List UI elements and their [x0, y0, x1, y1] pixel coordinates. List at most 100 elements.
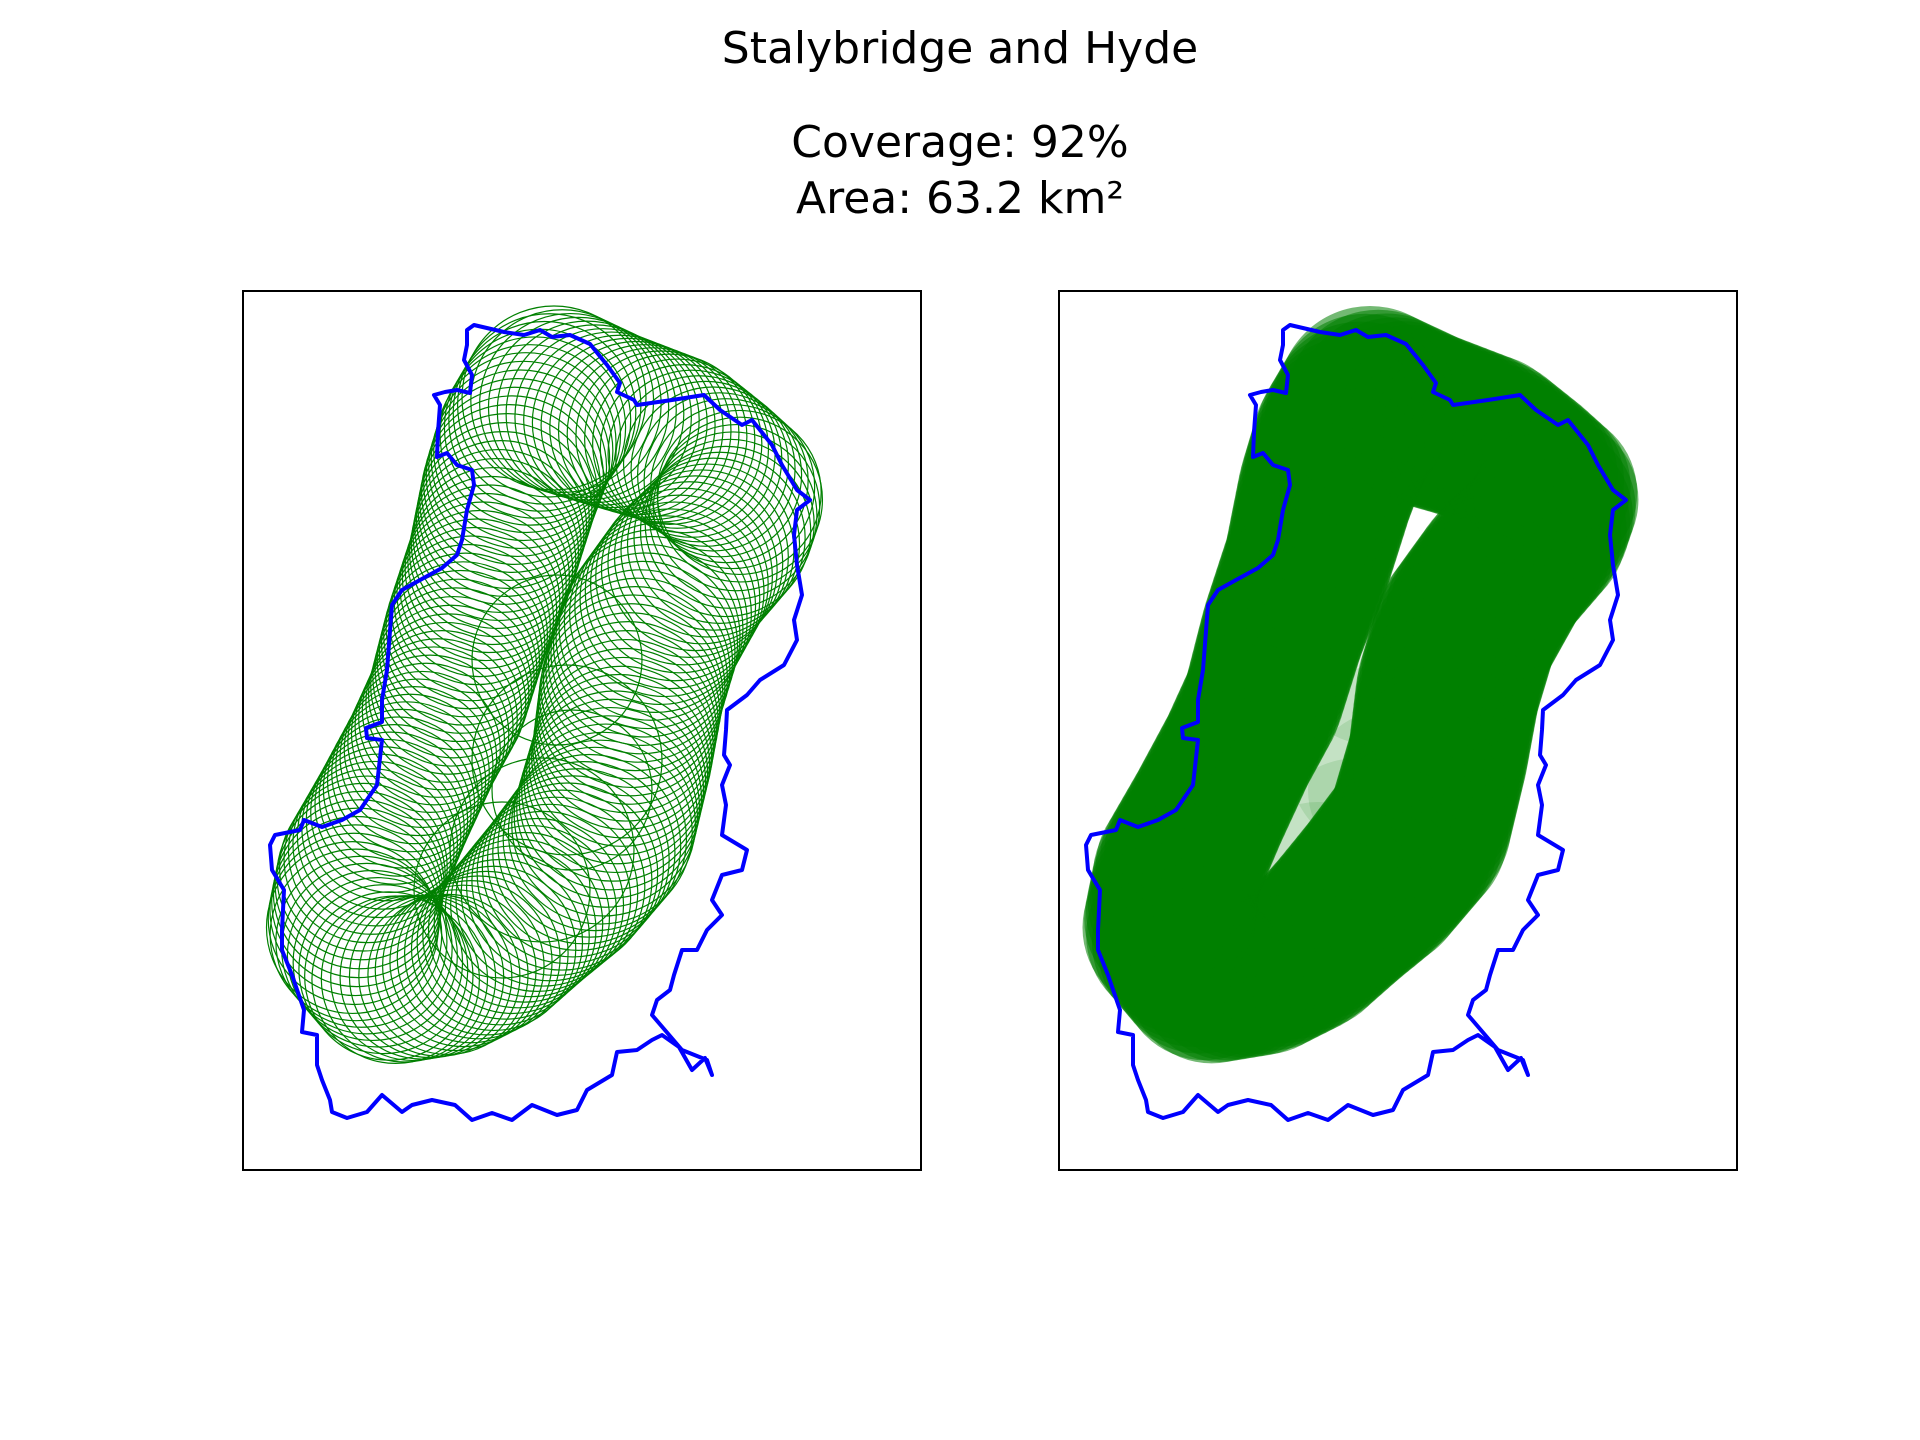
coverage-circle [449, 757, 635, 943]
coverage-circle [414, 439, 588, 614]
coverage-circle [657, 416, 824, 583]
coverage-circle [545, 577, 731, 763]
coverage-circle [331, 693, 490, 853]
region-boundary [1084, 323, 1628, 1122]
coverage-circle [492, 760, 676, 945]
coverage-circle [383, 552, 549, 718]
coverage-circle [439, 344, 622, 526]
coverage-circle [425, 386, 604, 565]
coverage-circle [452, 320, 637, 505]
coverage-circle [292, 760, 459, 927]
coverage-circle [549, 340, 724, 516]
coverage-circle [361, 630, 523, 791]
coverage-circle [584, 353, 756, 525]
coverage-circle [575, 350, 748, 523]
coverage-circle [422, 852, 590, 1020]
coverage-circle [592, 358, 763, 529]
coverage-circle [511, 731, 697, 917]
coverage-circle [566, 347, 740, 521]
coverage-circle [595, 487, 773, 666]
filled-coverage-map [1082, 306, 1639, 1122]
coverage-circle [365, 621, 527, 783]
coverage-circle [558, 535, 744, 721]
coverage-circle [443, 336, 627, 519]
coverage-circle [481, 775, 665, 958]
coverage-circle [416, 858, 584, 1026]
coverage-circle [471, 574, 643, 746]
coverage-circle [521, 698, 705, 882]
coverage-circle [648, 431, 818, 601]
coverage-circle [615, 375, 783, 543]
coverage-circle [287, 768, 455, 935]
coverage-circle [613, 469, 789, 645]
coverage-circle [538, 603, 724, 789]
coverage-circle [636, 392, 803, 558]
coverage-label: Coverage: 92% [791, 117, 1129, 168]
coverage-circle [286, 869, 458, 1042]
area-label: Area: 63.2 km² [795, 173, 1124, 224]
coverage-circle [516, 715, 701, 900]
coverage-circle [410, 865, 577, 1032]
coverage-circle [358, 638, 518, 798]
coverage-circle [552, 552, 739, 738]
coverage-circle [455, 810, 632, 987]
coverage-circle [502, 746, 688, 932]
coverage-disc [1230, 802, 1406, 978]
coverage-circle [433, 360, 614, 542]
coverage-circle [413, 801, 591, 979]
coverage-circle [374, 889, 537, 1052]
coverage-circle [630, 386, 796, 552]
coverage-circle [415, 431, 590, 606]
filled-coverage-panel [1058, 290, 1738, 1171]
circle-outlines-map [265, 305, 824, 1122]
coverage-circle [339, 678, 498, 837]
coverage-circle [518, 706, 703, 891]
coverage-circle [514, 328, 692, 506]
coverage-disc [1273, 313, 1457, 498]
coverage-disc [1308, 710, 1468, 870]
coverage-circle [372, 595, 535, 759]
coverage-circle [531, 334, 708, 511]
coverage-circle [507, 739, 693, 925]
coverage-circle [350, 654, 510, 813]
coverage-circle [486, 768, 670, 951]
coverage-circle [600, 481, 778, 659]
coverage-circle [550, 560, 736, 746]
coverage-disc [1266, 758, 1450, 942]
region-boundary [268, 323, 812, 1122]
coverage-disc [1288, 575, 1458, 745]
coverage-circle [274, 799, 445, 970]
coverage-circle [423, 395, 601, 573]
coverage-circle [427, 845, 597, 1015]
coverage-circle [347, 662, 506, 821]
coverage-circle [385, 543, 551, 710]
figure-title: Stalybridge and Hyde [721, 23, 1199, 74]
coverage-disc [1288, 665, 1478, 855]
coverage-circle [417, 422, 593, 597]
coverage-circle [278, 782, 448, 952]
coverage-circle [298, 884, 469, 1055]
coverage-circle [378, 569, 543, 734]
coverage-circle [513, 723, 699, 908]
coverage-circle [292, 877, 464, 1048]
coverage-circle [396, 875, 561, 1040]
coverage-circle [430, 369, 611, 550]
coverage-circle [428, 378, 608, 558]
coverage-circle [380, 561, 546, 726]
coverage-circle [311, 895, 481, 1064]
coverage-circle [584, 501, 765, 682]
coverage-filled-circles [1082, 306, 1639, 1064]
coverage-circle [547, 569, 734, 755]
circle-outlines-panel [242, 290, 922, 1171]
coverage-circle [269, 824, 442, 997]
coverage-circle [420, 404, 598, 581]
coverage-circle [466, 796, 646, 976]
coverage-circle [471, 664, 663, 856]
coverage-circle [389, 879, 553, 1044]
coverage-circle [314, 723, 476, 885]
coverage-circle-outlines [265, 305, 824, 1064]
coverage-circle [335, 686, 494, 845]
coverage-circle [523, 331, 700, 509]
coverage-circle [652, 423, 821, 592]
coverage-circle [370, 604, 533, 767]
